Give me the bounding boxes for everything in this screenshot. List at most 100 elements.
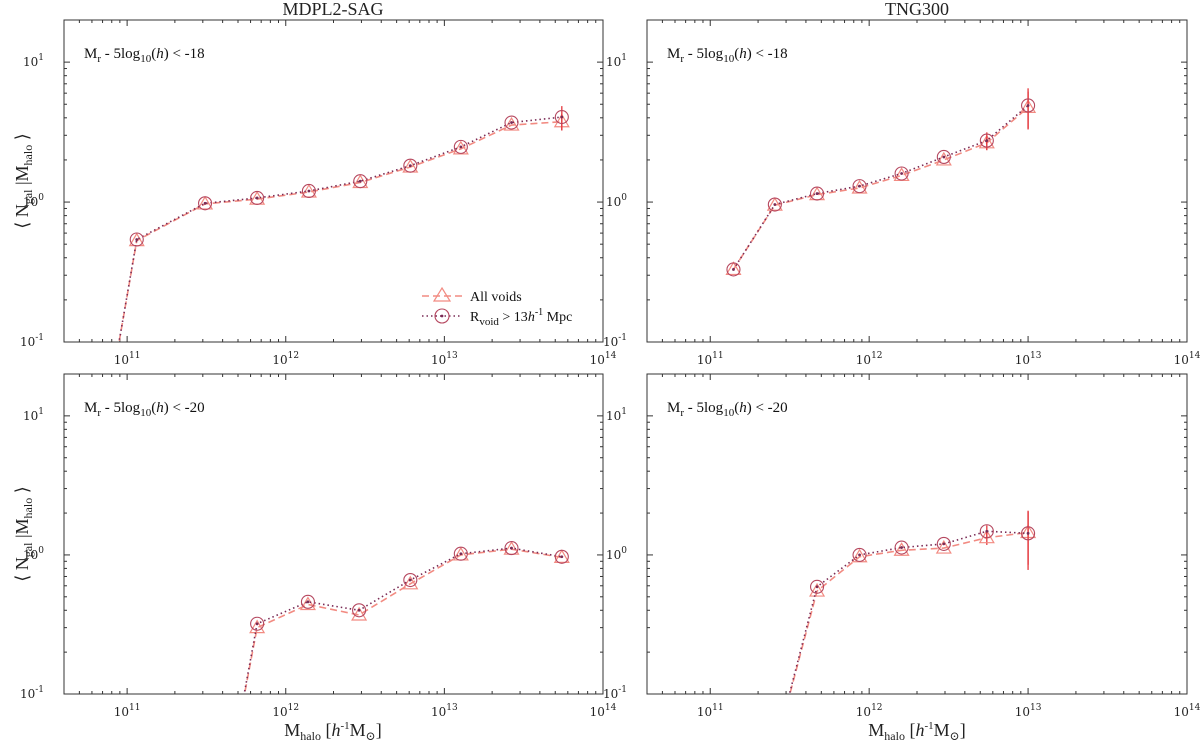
line-rvoid — [788, 530, 1029, 694]
line-rvoid — [732, 104, 1029, 270]
legend: All voids Rvoid > 13h-1 Mpc — [422, 286, 572, 328]
circle-marker — [250, 616, 265, 631]
x-axis: 1011 1012 1013 1014 — [646, 374, 1200, 719]
y-axis-label-top: ⟨ Ngal |Mhalo ⟩ — [12, 133, 35, 229]
point-dot — [815, 192, 819, 195]
y-tick-label: 100 — [606, 193, 627, 209]
circle-marker — [1021, 98, 1036, 113]
series-all-voids — [725, 91, 1037, 276]
y-axis: 10-1 100 101 — [20, 373, 603, 701]
x-tick-label: 1011 — [114, 703, 141, 719]
triangle-marker — [725, 261, 742, 276]
column-title-right: TNG300 — [885, 0, 949, 19]
point-dot — [942, 542, 946, 546]
y-tick-label: 10-1 — [603, 685, 627, 701]
x-tick-label: 1011 — [114, 351, 141, 367]
legend-label-rvoid: Rvoid > 13h-1 Mpc — [470, 307, 572, 328]
plot-area — [118, 106, 570, 342]
circle-marker — [1021, 526, 1036, 541]
plot-frame — [646, 373, 1188, 695]
point-dot — [307, 189, 311, 193]
point-dot — [358, 179, 362, 183]
line-rvoid — [118, 116, 562, 342]
circle-marker — [403, 158, 418, 173]
line-all-voids — [732, 106, 1029, 270]
triangle-marker — [503, 116, 520, 131]
x-tick-label: 1012 — [272, 351, 299, 367]
x-tick-label: 1013 — [1015, 351, 1042, 367]
point-dot — [900, 172, 903, 175]
line-all-voids — [243, 548, 562, 694]
circle-marker — [810, 579, 825, 594]
point-dot — [985, 139, 989, 142]
x-axis-label-right: Mhalo [h-1M⊙] — [868, 720, 965, 743]
line-rvoid — [243, 547, 562, 694]
line-all-voids — [789, 531, 1029, 694]
point-dot — [357, 608, 361, 612]
triangle-marker — [553, 549, 570, 563]
point-dot — [255, 622, 259, 626]
x-tick-label: 1013 — [1015, 703, 1042, 719]
point-dot — [560, 115, 564, 119]
circle-marker — [129, 232, 144, 247]
y-tick-label: 10-1 — [20, 685, 44, 701]
point-dot — [900, 546, 903, 549]
magnitude-cut-annotation: Mr - 5log10(h) < -18 — [667, 46, 788, 65]
circle-marker — [894, 540, 909, 555]
y-tick-label: 100 — [23, 546, 44, 562]
y-tick-label: 101 — [606, 53, 627, 69]
plot-frame — [63, 19, 604, 343]
x-tick-label: 1011 — [697, 703, 724, 719]
plot-area — [243, 540, 570, 694]
circle-marker — [726, 262, 741, 277]
series-rvoid-gt-13 — [118, 106, 569, 342]
line-all-voids — [118, 120, 562, 342]
plot-area — [788, 510, 1037, 694]
panel-bottom-right: 1011 1012 1013 1014 10-1 100 101 Mr - 5log10(h)… — [603, 373, 1200, 719]
svg-text:⟨ Ngal |Mhalo ⟩: ⟨ Ngal |Mhalo ⟩ — [12, 486, 35, 582]
x-axis: 1011 1012 1013 1014 — [63, 20, 617, 367]
svg-text:⟨ Ngal |Mhalo ⟩: ⟨ Ngal |Mhalo ⟩ — [12, 133, 35, 229]
circle-marker — [300, 594, 315, 609]
panel-bottom-left: 1011 1012 1013 1014 10-1 100 101 Mr - 5log10(h)… — [20, 373, 617, 719]
point-dot — [1026, 104, 1030, 107]
point-dot — [459, 145, 463, 149]
series-all-voids — [243, 540, 570, 694]
circle-marker — [554, 110, 569, 125]
x-tick-label: 1014 — [1174, 351, 1200, 367]
column-title-left: MDPL2-SAG — [282, 0, 383, 19]
y-tick-label: 10-1 — [603, 333, 627, 349]
point-dot — [858, 553, 861, 557]
circle-marker — [810, 186, 825, 201]
point-dot — [1026, 531, 1030, 535]
point-dot — [255, 196, 259, 200]
x-tick-label: 1011 — [697, 351, 724, 367]
circle-marker — [979, 524, 994, 539]
circle-marker — [352, 603, 367, 618]
circle-marker — [453, 546, 468, 561]
triangle-marker — [809, 582, 826, 597]
point-dot — [510, 546, 513, 550]
circle-marker — [894, 166, 909, 181]
circle-marker — [554, 549, 569, 564]
point-dot — [560, 555, 564, 559]
magnitude-cut-annotation: Mr - 5log10(h) < -20 — [84, 400, 205, 419]
series-rvoid-gt-13 — [243, 541, 569, 694]
point-dot — [306, 600, 310, 604]
x-tick-label: 1014 — [590, 703, 617, 719]
circle-marker — [504, 115, 519, 130]
x-axis: 1011 1012 1013 1014 — [63, 374, 617, 719]
y-axis: 10-1 100 101 — [20, 19, 603, 349]
circle-marker — [453, 139, 468, 154]
circle-marker — [979, 133, 994, 148]
point-dot — [732, 268, 735, 271]
point-dot — [510, 121, 513, 124]
y-axis: 10-1 100 101 — [603, 19, 1187, 349]
x-tick-label: 1014 — [1174, 703, 1200, 719]
y-tick-label: 101 — [23, 53, 44, 69]
y-tick-label: 10-1 — [20, 333, 44, 349]
series-rvoid-gt-13 — [788, 510, 1036, 694]
point-dot — [135, 238, 139, 241]
circle-marker — [936, 149, 951, 165]
magnitude-cut-annotation: Mr - 5log10(h) < -18 — [84, 46, 205, 65]
